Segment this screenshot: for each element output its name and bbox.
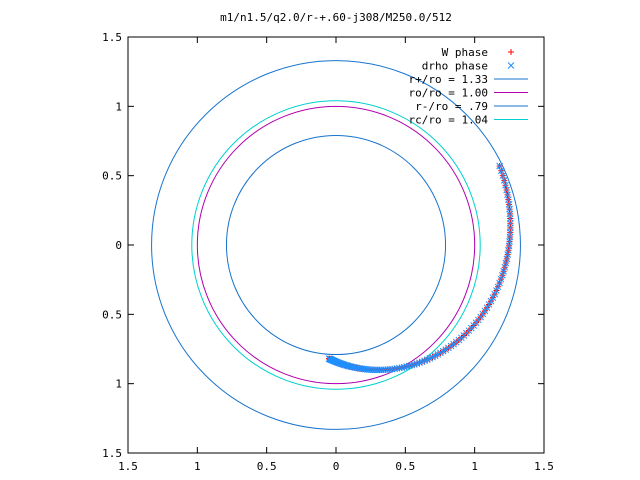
- reference-circles: [151, 60, 521, 430]
- chart-title: m1/n1.5/q2.0/r-+.60-j308/M250.0/512: [220, 11, 452, 24]
- cross-marker: [338, 360, 346, 368]
- y-tick-label: 0.5: [102, 170, 122, 183]
- cross-marker: [339, 361, 347, 368]
- x-tick-label: 0.5: [395, 460, 415, 473]
- cross-marker: [501, 263, 509, 271]
- cross-marker: [499, 271, 506, 279]
- legend-label: ro/ro = 1.00: [409, 87, 488, 100]
- cross-marker: [496, 162, 503, 170]
- x-tick-label: 0: [333, 460, 340, 473]
- circle-rc-ro-1-04: [191, 100, 481, 390]
- cross-marker: [477, 313, 484, 321]
- x-tick-label: 1.5: [118, 460, 138, 473]
- x-tick-label: 1.5: [534, 460, 554, 473]
- cross-marker: [502, 259, 510, 267]
- circle-r-ro-79: [225, 134, 447, 356]
- legend-label: rc/ro = 1.04: [409, 114, 489, 127]
- cross-marker: [499, 172, 507, 179]
- legend-marker: [508, 49, 514, 55]
- axis-ticks: 1.5 1 0.5 0 0.5 1 1.51.510.500.511.5: [102, 31, 554, 473]
- cross-marker: [497, 275, 505, 283]
- cross-marker: [500, 177, 508, 184]
- y-tick-label: 0: [115, 239, 122, 252]
- cross-marker: [479, 310, 487, 318]
- y-tick-label: 1.5: [102, 31, 122, 44]
- x-tick-label: 1: [194, 460, 201, 473]
- cross-marker: [500, 267, 507, 275]
- y-tick-label: 0.5: [102, 308, 122, 321]
- legend-label: r+/ro = 1.33: [409, 73, 488, 86]
- legend-label: r-/ro = .79: [415, 100, 488, 113]
- cross-marker: [496, 279, 503, 287]
- cross-marker: [485, 301, 493, 308]
- cross-marker: [502, 181, 509, 189]
- circle-r-ro-1-33: [151, 60, 521, 430]
- cross-marker: [405, 362, 413, 370]
- cross-marker: [494, 283, 502, 291]
- cross-marker: [493, 287, 500, 294]
- cross-marker: [403, 363, 411, 370]
- y-tick-label: 1: [115, 100, 122, 113]
- phase-points: [325, 162, 514, 374]
- circle-ro-ro-1-00: [196, 105, 476, 385]
- legend-label: W phase: [442, 46, 488, 59]
- cross-marker: [483, 304, 491, 312]
- cross-marker: [497, 167, 505, 175]
- cross-marker: [481, 307, 489, 315]
- x-tick-label: 1: [471, 460, 478, 473]
- cross-marker: [340, 361, 348, 369]
- legend-label: drho phase: [422, 60, 488, 73]
- x-tick-label: 0.5: [257, 460, 277, 473]
- cross-marker: [400, 363, 408, 371]
- legend-marker: [507, 62, 515, 69]
- cross-marker: [487, 297, 495, 305]
- cross-marker: [491, 290, 498, 298]
- y-tick-label: 1.5: [102, 447, 122, 460]
- y-tick-label: 1: [115, 378, 122, 391]
- cross-marker: [489, 294, 497, 301]
